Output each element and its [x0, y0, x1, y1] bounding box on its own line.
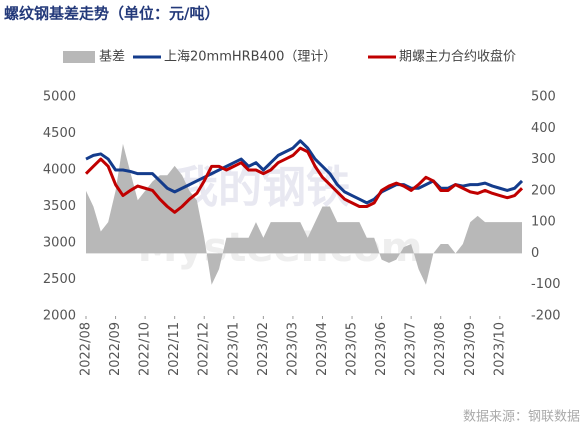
y-tick-label: 4500 — [43, 126, 76, 141]
x-tick-label: 2022/10 — [138, 322, 153, 376]
y-tick-label: 5000 — [43, 90, 76, 105]
x-tick-label: 2023/06 — [374, 322, 389, 376]
x-tick-label: 2022/09 — [108, 322, 123, 376]
x-tick-label: 2022/12 — [197, 322, 212, 376]
x-tick-label: 2023/03 — [285, 322, 300, 376]
x-tick-label: 2022/08 — [79, 322, 94, 376]
y-tick-label: 2500 — [43, 272, 76, 287]
y-tick-label: 3000 — [43, 236, 76, 251]
x-tick-label: 2023/07 — [404, 322, 419, 376]
x-tick-label: 2023/08 — [433, 322, 448, 376]
legend-swatch — [63, 51, 95, 63]
y2-tick-label: 400 — [531, 121, 556, 136]
y-tick-label: 2000 — [43, 309, 76, 324]
y2-tick-label: -200 — [531, 309, 561, 324]
x-tick-label: 2023/10 — [492, 322, 507, 376]
legend-label: 期螺主力合约收盘价 — [399, 49, 516, 65]
y2-tick-label: 500 — [531, 90, 556, 105]
y-tick-label: 4000 — [43, 163, 76, 178]
x-tick-label: 2023/04 — [315, 322, 330, 376]
y2-tick-label: 0 — [531, 246, 539, 261]
x-tick-label: 2023/01 — [226, 322, 241, 376]
x-tick-label: 2023/02 — [256, 322, 271, 376]
legend-label: 基差 — [99, 50, 125, 65]
y2-tick-label: 300 — [531, 152, 556, 167]
y2-tick-label: -100 — [531, 277, 561, 292]
x-tick-label: 2022/11 — [167, 322, 182, 376]
x-tick-label: 2023/09 — [463, 322, 478, 376]
chart-title: 螺纹钢基差走势（单位：元/吨） — [4, 5, 219, 23]
y2-tick-label: 100 — [531, 215, 556, 230]
y-tick-label: 3500 — [43, 199, 76, 214]
y2-tick-label: 200 — [531, 183, 556, 198]
legend-label: 上海20mmHRB400（理计） — [164, 50, 336, 65]
basis-area — [86, 143, 522, 285]
price-line — [84, 146, 524, 214]
x-tick-label: 2023/05 — [345, 322, 360, 376]
source: 数据来源：钢联数据 — [463, 410, 580, 425]
